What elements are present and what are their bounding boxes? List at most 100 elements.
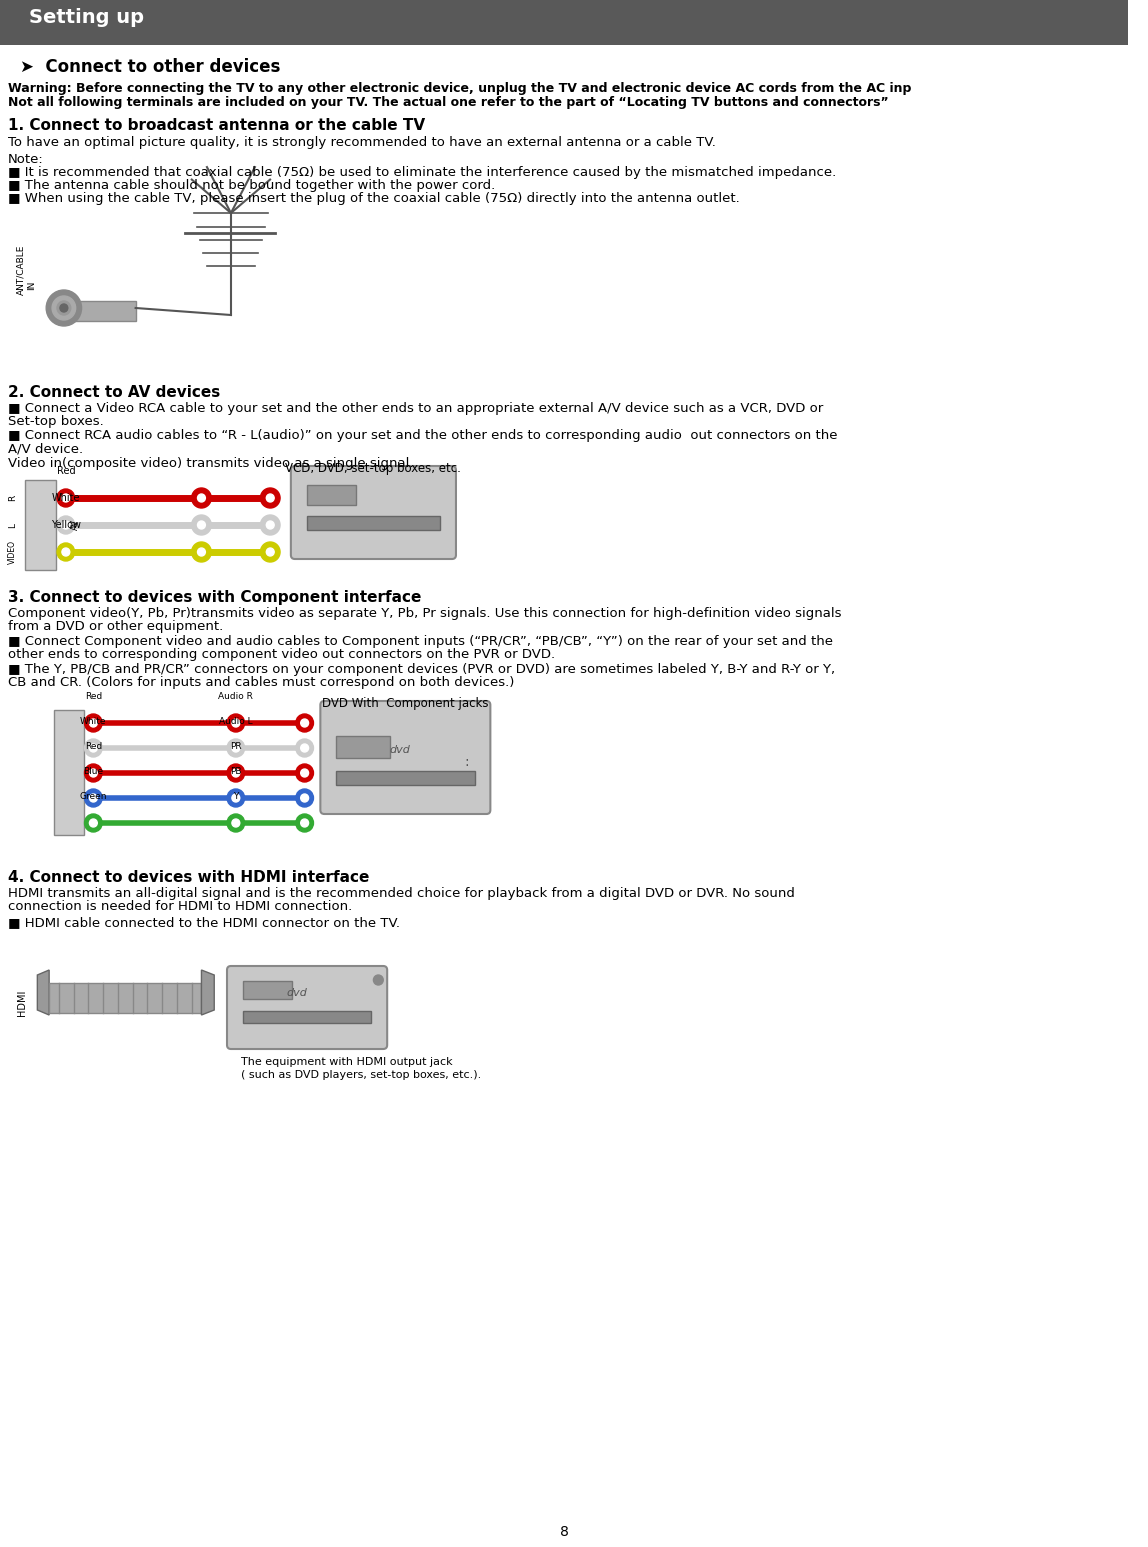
- Circle shape: [227, 715, 245, 732]
- Circle shape: [301, 794, 309, 801]
- Circle shape: [85, 715, 102, 732]
- FancyBboxPatch shape: [320, 701, 490, 814]
- Circle shape: [301, 818, 309, 828]
- Text: HDMI transmits an all-digital signal and is the recommended choice for playback : HDMI transmits an all-digital signal and…: [8, 886, 794, 900]
- Text: Note:: Note:: [8, 153, 44, 166]
- Circle shape: [62, 521, 70, 529]
- Circle shape: [301, 719, 309, 727]
- FancyBboxPatch shape: [49, 982, 201, 1013]
- Circle shape: [57, 517, 75, 534]
- Circle shape: [261, 515, 280, 535]
- Text: dvd: dvd: [286, 989, 308, 998]
- Text: Component video(Y, Pb, Pr)transmits video as separate Y, Pb, Pr signals. Use thi: Component video(Y, Pb, Pr)transmits vide…: [8, 606, 841, 620]
- Circle shape: [301, 744, 309, 752]
- Text: To have an optimal picture quality, it is strongly recommended to have an extern: To have an optimal picture quality, it i…: [8, 136, 715, 149]
- FancyBboxPatch shape: [0, 0, 1128, 45]
- FancyBboxPatch shape: [242, 981, 292, 999]
- Text: VIDEO: VIDEO: [8, 540, 17, 565]
- Circle shape: [266, 493, 274, 501]
- Circle shape: [85, 789, 102, 808]
- Text: :: :: [465, 755, 470, 769]
- Text: Warning: Before connecting the TV to any other electronic device, unplug the TV : Warning: Before connecting the TV to any…: [8, 82, 912, 94]
- Text: DVD With  Component jacks: DVD With Component jacks: [321, 698, 488, 710]
- Circle shape: [60, 305, 68, 312]
- Text: PR: PR: [230, 743, 242, 750]
- Circle shape: [296, 739, 313, 756]
- Text: IN: IN: [28, 280, 37, 289]
- Circle shape: [227, 764, 245, 781]
- Circle shape: [232, 818, 240, 828]
- FancyBboxPatch shape: [290, 466, 456, 558]
- Circle shape: [301, 769, 309, 777]
- Text: 3. Connect to devices with Component interface: 3. Connect to devices with Component int…: [8, 589, 421, 605]
- Text: from a DVD or other equipment.: from a DVD or other equipment.: [8, 620, 223, 633]
- Text: The equipment with HDMI output jack: The equipment with HDMI output jack: [241, 1057, 452, 1067]
- Text: Y: Y: [233, 792, 239, 801]
- Text: ■ Connect RCA audio cables to “R - L(audio)” on your set and the other ends to c: ■ Connect RCA audio cables to “R - L(aud…: [8, 429, 837, 442]
- Circle shape: [90, 719, 98, 727]
- Circle shape: [197, 521, 205, 529]
- Circle shape: [90, 769, 98, 777]
- Circle shape: [227, 789, 245, 808]
- Circle shape: [85, 739, 102, 756]
- Circle shape: [52, 295, 76, 320]
- Circle shape: [57, 543, 75, 562]
- Text: 4. Connect to devices with HDMI interface: 4. Connect to devices with HDMI interfac…: [8, 869, 370, 885]
- Polygon shape: [201, 970, 215, 1015]
- Circle shape: [62, 493, 70, 501]
- Text: Red: Red: [85, 692, 102, 701]
- Text: HDMI: HDMI: [16, 990, 26, 1016]
- Text: Audio L: Audio L: [219, 716, 253, 726]
- FancyBboxPatch shape: [54, 710, 84, 835]
- Circle shape: [90, 818, 98, 828]
- Circle shape: [227, 739, 245, 756]
- Text: connection is needed for HDMI to HDMI connection.: connection is needed for HDMI to HDMI co…: [8, 900, 352, 913]
- Circle shape: [232, 769, 240, 777]
- Text: Set-top boxes.: Set-top boxes.: [8, 415, 103, 429]
- FancyBboxPatch shape: [242, 1012, 372, 1023]
- Text: ANT/CABLE: ANT/CABLE: [17, 244, 25, 295]
- Text: Red: Red: [56, 466, 75, 476]
- Text: Not all following terminals are included on your TV. The actual one refer to the: Not all following terminals are included…: [8, 96, 889, 108]
- Circle shape: [296, 715, 313, 732]
- Circle shape: [57, 302, 71, 316]
- Text: dvd: dvd: [389, 746, 410, 755]
- Text: ■ It is recommended that coaxial cable (75Ω) be used to eliminate the interferen: ■ It is recommended that coaxial cable (…: [8, 166, 836, 179]
- Circle shape: [296, 814, 313, 832]
- Text: AV: AV: [71, 520, 80, 531]
- Text: Red: Red: [85, 743, 102, 750]
- Text: 1. Connect to broadcast antenna or the cable TV: 1. Connect to broadcast antenna or the c…: [8, 118, 425, 133]
- FancyBboxPatch shape: [307, 517, 440, 531]
- Text: VCD, DVD, set-top boxes, etc.: VCD, DVD, set-top boxes, etc.: [286, 463, 461, 475]
- Circle shape: [261, 541, 280, 562]
- Circle shape: [232, 719, 240, 727]
- Circle shape: [192, 541, 211, 562]
- Text: White: White: [80, 716, 107, 726]
- FancyBboxPatch shape: [307, 486, 356, 504]
- Circle shape: [373, 975, 383, 985]
- Text: ■ The Y, PB/CB and PR/CR” connectors on your component devices (PVR or DVD) are : ■ The Y, PB/CB and PR/CR” connectors on …: [8, 664, 835, 676]
- Text: ■ HDMI cable connected to the HDMI connector on the TV.: ■ HDMI cable connected to the HDMI conne…: [8, 916, 400, 930]
- Text: R: R: [8, 495, 17, 501]
- Circle shape: [197, 493, 205, 501]
- Circle shape: [192, 487, 211, 507]
- Text: ■ The antenna cable should not be bound together with the power cord.: ■ The antenna cable should not be bound …: [8, 179, 495, 192]
- Circle shape: [90, 794, 98, 801]
- Text: White: White: [52, 493, 80, 503]
- Circle shape: [296, 789, 313, 808]
- Text: Setting up: Setting up: [30, 8, 145, 26]
- Text: A/V device.: A/V device.: [8, 442, 83, 455]
- Polygon shape: [38, 970, 49, 1015]
- Circle shape: [232, 744, 240, 752]
- FancyBboxPatch shape: [71, 302, 135, 320]
- Text: 8: 8: [559, 1525, 568, 1539]
- Circle shape: [192, 515, 211, 535]
- FancyBboxPatch shape: [336, 770, 474, 784]
- Text: Audio R: Audio R: [218, 692, 254, 701]
- FancyBboxPatch shape: [227, 965, 387, 1049]
- Text: ■ Connect a Video RCA cable to your set and the other ends to an appropriate ext: ■ Connect a Video RCA cable to your set …: [8, 402, 823, 415]
- Circle shape: [62, 548, 70, 555]
- Text: L: L: [8, 523, 17, 528]
- FancyBboxPatch shape: [24, 480, 56, 569]
- Circle shape: [85, 764, 102, 781]
